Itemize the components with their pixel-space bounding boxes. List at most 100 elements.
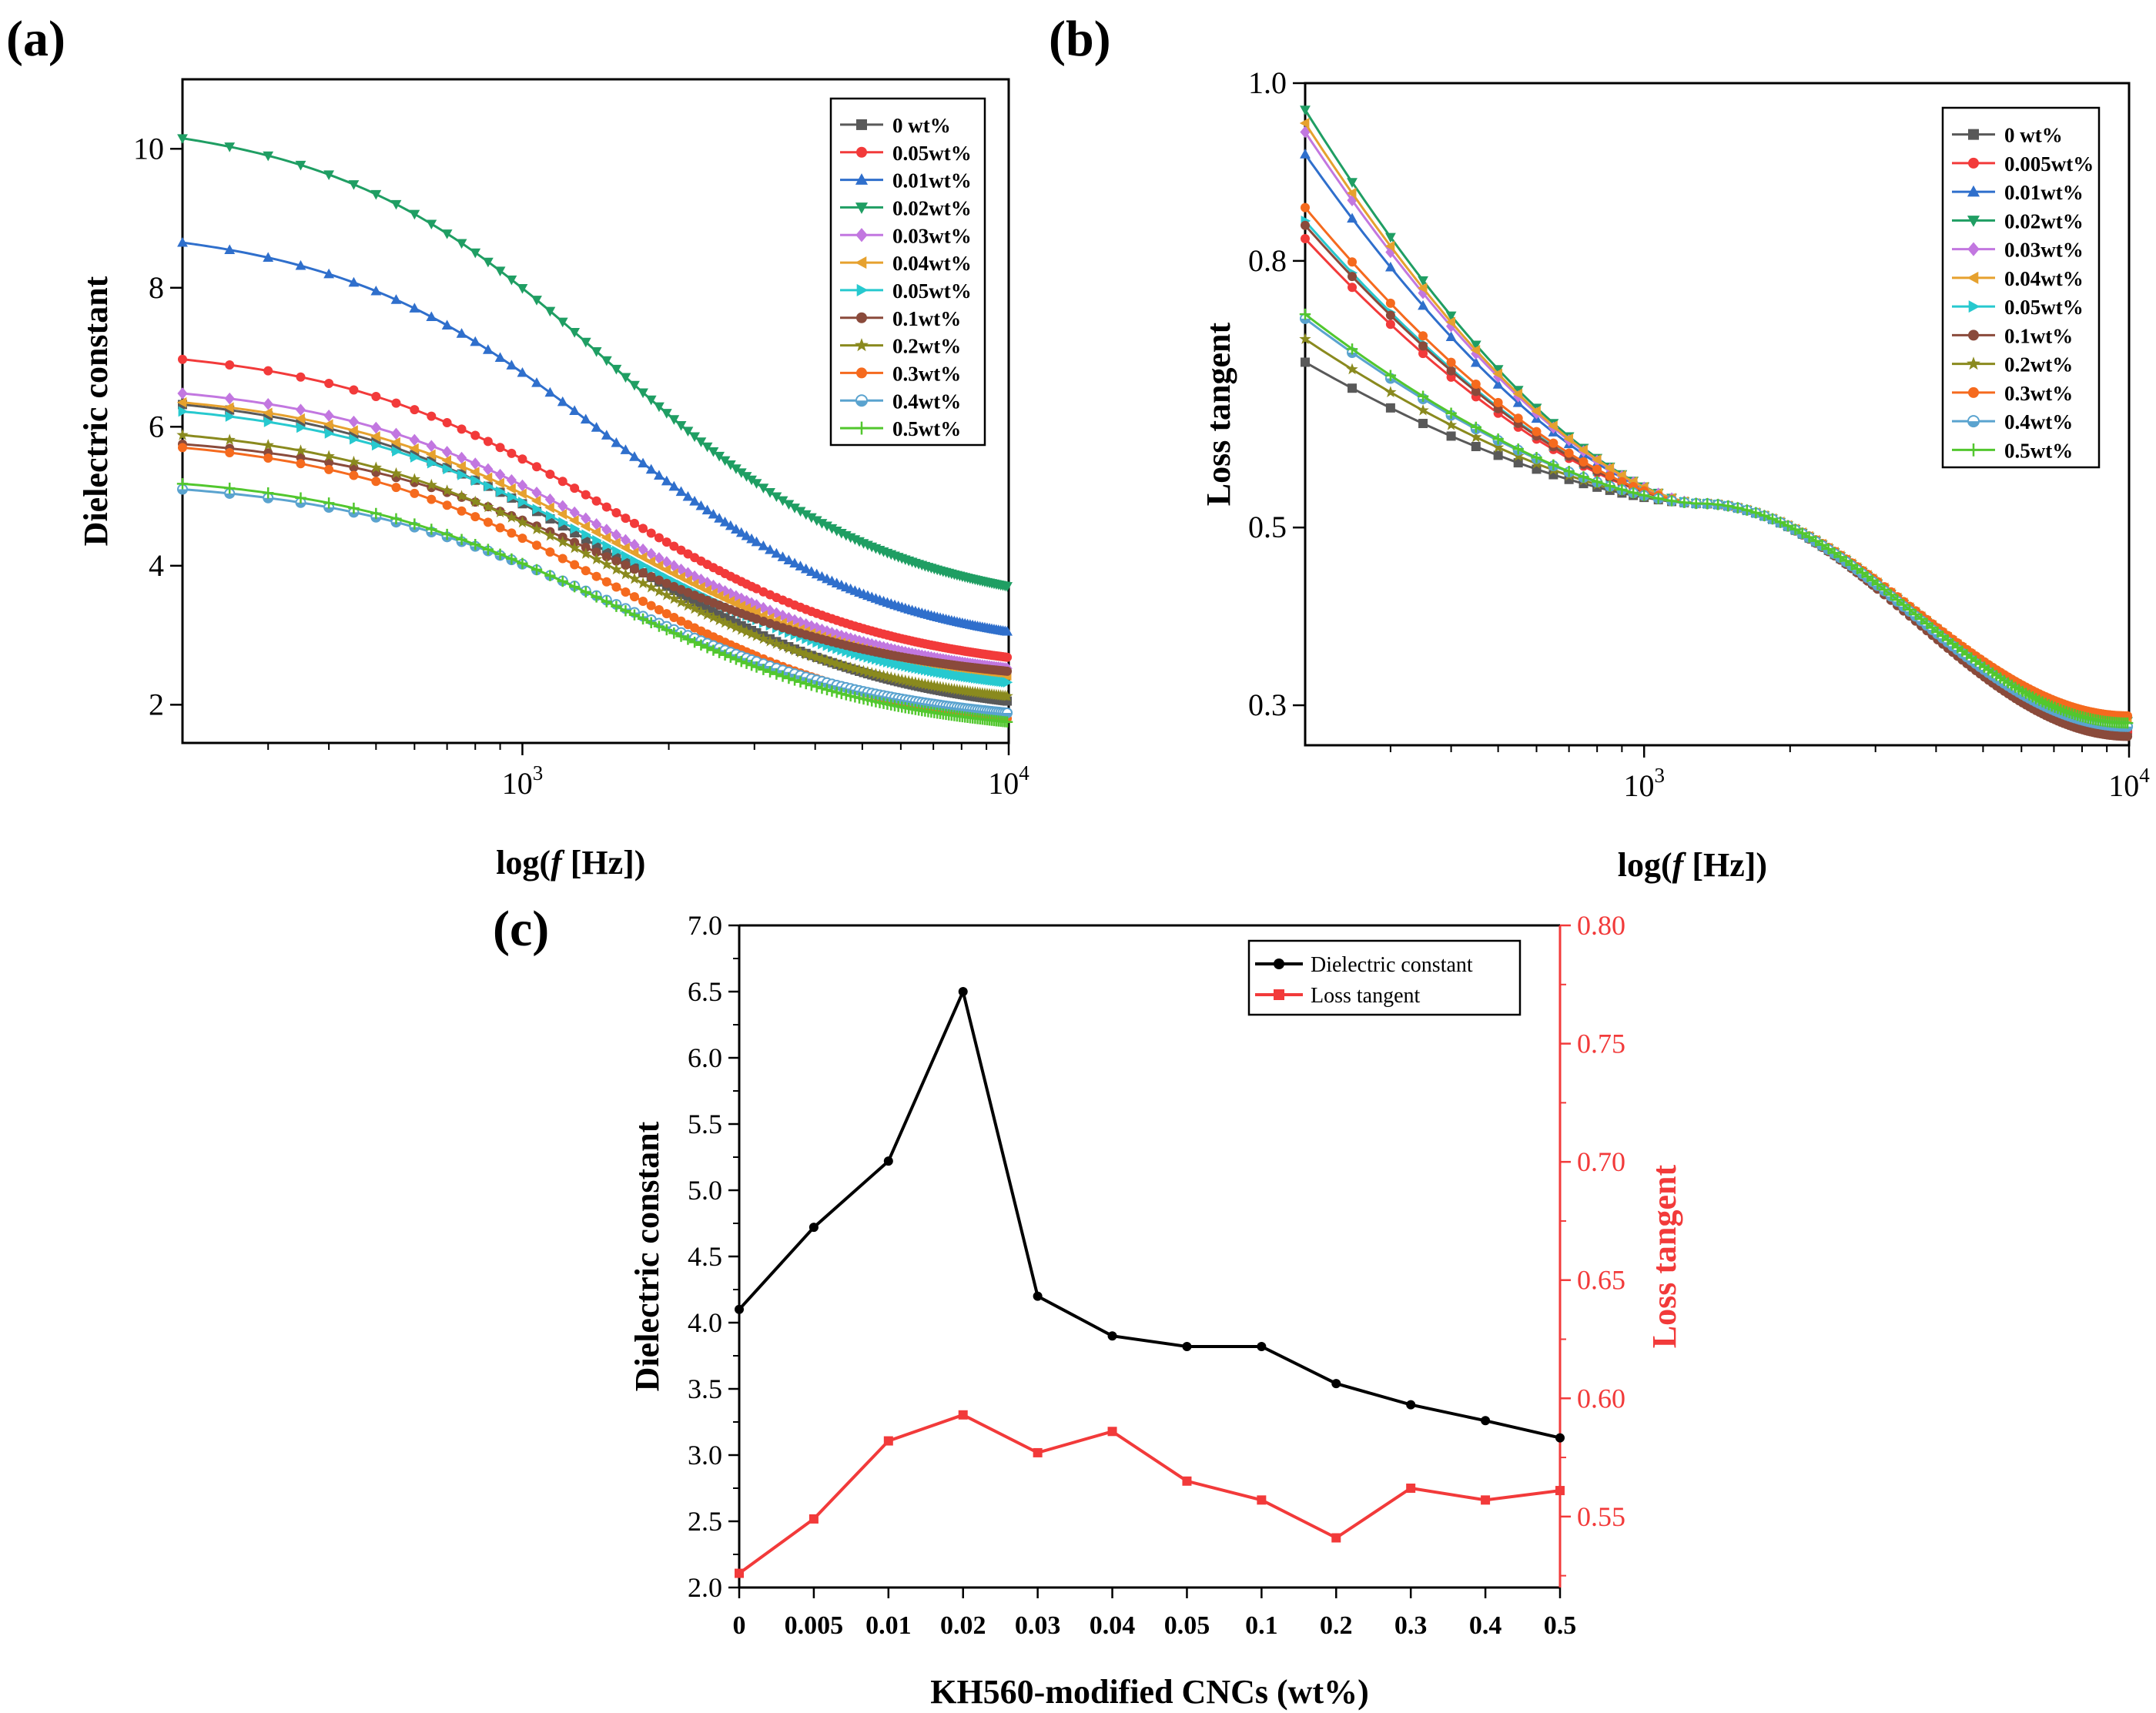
panel-0-y-tick-label: 4 <box>149 548 164 583</box>
panel-0-point <box>751 661 762 673</box>
panel-2-y-left-tick-label: 6.5 <box>688 976 722 1007</box>
panel-1-point <box>1592 464 1602 474</box>
panel-0-point <box>689 496 700 506</box>
panel-1-y-tick-label: 1.0 <box>1248 65 1287 100</box>
panel-2-point <box>1107 1427 1117 1437</box>
panel-0-point <box>669 613 679 623</box>
panel-1-legend-label: 0.1wt% <box>2004 324 2073 347</box>
panel-2-y-left-tick-label: 4.0 <box>688 1307 722 1338</box>
panel-0-point <box>701 608 714 621</box>
panel-1-y-axis-label: Loss tangent <box>1200 322 1237 506</box>
panel-1-point <box>1470 340 1481 351</box>
panel-0-point <box>516 516 529 528</box>
panel-0-point <box>349 385 359 395</box>
panel-0-legend-label: 0.02wt% <box>892 196 972 219</box>
panel-1-legend: 0 wt% 0.005wt% 0.01wt% 0.02wt% 0.03wt% 0.04wt… <box>1941 106 2101 469</box>
panel-1-point <box>1445 331 1457 341</box>
panel-0-point <box>701 442 713 453</box>
panel-0-point <box>695 605 708 617</box>
panel-0-point <box>646 601 656 611</box>
panel-0-point <box>390 467 403 479</box>
panel-0-point <box>295 403 306 416</box>
panel-0-point <box>682 490 694 501</box>
panel-2-y-left-tick-label: 3.0 <box>688 1440 722 1470</box>
panel-1-point <box>1732 502 1744 514</box>
panel-0-point <box>714 451 725 462</box>
panel-0-point <box>654 533 664 543</box>
panel-2-point <box>1406 1484 1416 1493</box>
panel-0-point <box>795 616 806 629</box>
panel-1-point <box>1384 386 1397 398</box>
panel-0-point <box>771 547 782 558</box>
panel-0-legend-label: 0.05wt% <box>892 142 972 165</box>
panel-0-point <box>688 637 701 648</box>
panel-0-point <box>506 483 516 494</box>
panel-2-point <box>808 1223 819 1233</box>
panel-0-point <box>224 244 236 254</box>
panel-2-x-tick-label: 0.5 <box>1544 1611 1577 1640</box>
panel-0-point <box>647 564 657 575</box>
panel-0-point <box>676 545 686 555</box>
panel-0-point <box>713 614 725 626</box>
panel-0-point <box>795 560 806 570</box>
panel-1-point <box>1301 220 1310 230</box>
panel-0-point <box>695 437 707 447</box>
panel-1-legend-marker <box>1967 356 1980 370</box>
panel-2-point <box>958 1410 968 1420</box>
panel-0-point <box>557 477 567 487</box>
panel-0-point <box>620 542 630 554</box>
panel-0-point <box>771 492 782 503</box>
panel-0-point <box>621 550 631 561</box>
panel-2-y-left-tick-label: 5.5 <box>688 1109 722 1139</box>
panel-1-point <box>1512 443 1524 455</box>
panel-0-point <box>324 427 335 439</box>
panel-0-point <box>456 460 466 472</box>
panel-0-point <box>758 483 769 493</box>
panel-1-point <box>1299 308 1311 320</box>
panel-1-point <box>1892 594 1903 606</box>
panel-0-y-tick-label: 2 <box>149 687 164 721</box>
panel-1-point <box>1879 584 1890 595</box>
panel-0-point <box>611 437 622 447</box>
panel-0-legend-marker <box>855 228 868 243</box>
panel-0-point <box>427 494 437 504</box>
panel-1-point <box>1348 272 1358 282</box>
panel-0-point <box>224 142 236 152</box>
panel-0-point <box>669 581 679 591</box>
panel-0-point <box>1001 716 1013 728</box>
panel-1-point <box>1916 613 1927 625</box>
panel-1-point <box>1418 276 1428 286</box>
panel-1-legend-marker <box>1967 216 1980 227</box>
panel-1-point <box>1910 608 1922 621</box>
panel-0-point <box>637 577 649 589</box>
panel-0-point <box>601 524 612 536</box>
panel-0-point <box>661 556 672 568</box>
panel-0-point <box>518 497 528 508</box>
panel-2-legend-marker <box>1274 959 1284 969</box>
panel-0-point-fill <box>178 489 187 494</box>
panel-1-point <box>1445 311 1457 322</box>
panel-0-point <box>557 500 568 513</box>
panel-0-point <box>645 463 657 474</box>
panel-0-point <box>611 582 621 592</box>
panel-0-point <box>570 560 580 570</box>
panel-1-legend-marker <box>1968 330 1979 341</box>
panel-1-point <box>1513 413 1523 423</box>
panel-0-point <box>619 567 632 580</box>
panel-1-point <box>1548 438 1558 448</box>
panel-0-point <box>370 507 382 520</box>
panel-1-point <box>1816 539 1828 550</box>
panel-1-legend-marker <box>1967 242 1980 256</box>
panel-0-point <box>777 671 788 682</box>
panel-label-b: (b) <box>1049 11 1111 67</box>
panel-1-point <box>1418 331 1428 341</box>
panel-0-point <box>719 517 731 527</box>
panel-0-point <box>836 629 847 642</box>
panel-1-point <box>1591 476 1603 487</box>
panel-0-point <box>348 425 358 437</box>
panel-0-point <box>1002 582 1013 592</box>
panel-0-point <box>821 654 833 666</box>
panel-0-point <box>620 444 631 454</box>
panel-0-point <box>771 668 782 680</box>
panel-1-point <box>1810 535 1822 547</box>
